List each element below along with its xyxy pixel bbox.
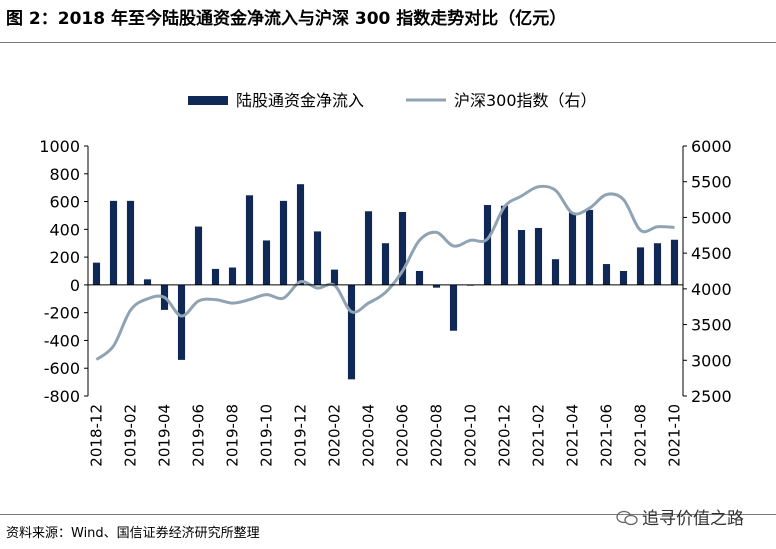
legend-bar-swatch (188, 96, 228, 105)
right-tick-label: 6000 (691, 137, 732, 156)
bar (670, 239, 679, 285)
bar (483, 205, 492, 285)
right-tick-label: 2500 (691, 387, 732, 406)
x-tick-label: 2020-06 (394, 404, 412, 467)
left-tick-label: 1000 (39, 137, 80, 156)
source-note: 资料来源：Wind、国信证券经济研究所整理 (6, 526, 260, 541)
bar (653, 243, 662, 285)
bar (143, 279, 152, 285)
x-tick-label: 2019-02 (122, 404, 140, 467)
legend: 陆股通资金净流入 沪深300指数（右） (188, 91, 597, 110)
bar (92, 262, 101, 285)
bottom-rule (0, 514, 776, 515)
bar (500, 205, 509, 285)
legend-bar-label: 陆股通资金净流入 (236, 91, 364, 110)
bar (109, 200, 118, 285)
bar (347, 284, 356, 380)
bar (126, 200, 135, 285)
wechat-icon (616, 510, 638, 526)
chart-title: 图 2：2018 年至今陆股通资金净流入与沪深 300 指数走势对比（亿元） (6, 9, 567, 29)
x-axis: 2018-12 2019-02 2019-04 2019-06 2019-08 2019-… (88, 404, 684, 467)
left-tick-label: 400 (49, 220, 80, 239)
index-line (95, 184, 675, 361)
right-tick-label: 4500 (691, 244, 732, 263)
line-series (95, 184, 675, 361)
right-tick-label: 3000 (691, 351, 732, 370)
bar (262, 240, 271, 285)
axes (87, 146, 684, 396)
right-tick-label: 5500 (691, 173, 732, 192)
x-tick-label: 2021-04 (564, 404, 582, 467)
left-tick-label: 600 (49, 193, 80, 212)
left-tick-label: -200 (44, 304, 80, 323)
x-tick-label: 2021-10 (666, 404, 684, 467)
bar (177, 284, 186, 360)
x-tick-label: 2019-06 (190, 404, 208, 467)
x-tick-label: 2021-08 (632, 404, 650, 467)
bar (449, 284, 458, 331)
x-tick-label: 2019-10 (258, 404, 276, 467)
watermark-text: 追寻价值之路 (642, 509, 744, 529)
chart-canvas: 陆股通资金净流入 沪深300指数（右） 1000 800 600 400 200 0 -20… (39, 91, 732, 467)
bar (415, 271, 424, 285)
bar-series (92, 184, 679, 380)
bar (619, 271, 628, 285)
left-tick-label: -400 (44, 331, 80, 350)
x-tick-label: 2021-02 (530, 404, 548, 467)
bar (432, 284, 441, 288)
bar (296, 184, 305, 285)
bar (398, 211, 407, 285)
bar (568, 212, 577, 285)
bar (636, 247, 645, 285)
left-tick-label: 0 (70, 276, 80, 295)
right-tick-label: 4000 (691, 280, 732, 299)
bar (602, 264, 611, 285)
bar (517, 230, 526, 285)
x-tick-label: 2020-04 (360, 404, 378, 467)
bar (381, 243, 390, 285)
x-tick-label: 2020-10 (462, 404, 480, 467)
legend-line-label: 沪深300指数（右） (454, 91, 597, 110)
x-tick-label: 2021-06 (598, 404, 616, 467)
bar (279, 200, 288, 285)
left-tick-label: -800 (44, 387, 80, 406)
bar (194, 226, 203, 285)
right-tick-label: 5000 (691, 208, 732, 227)
left-tick-label: 200 (49, 248, 80, 267)
right-axis: 6000 5500 5000 4500 4000 3500 3000 2500 (683, 137, 732, 406)
x-tick-label: 2020-02 (326, 404, 344, 467)
bar (313, 231, 322, 285)
bar (534, 227, 543, 285)
bar (245, 195, 254, 285)
left-tick-label: -600 (44, 359, 80, 378)
left-axis: 1000 800 600 400 200 0 -200 -400 -600 -800 (39, 137, 88, 406)
bar (228, 267, 237, 285)
right-tick-label: 3500 (691, 316, 732, 335)
top-rule (0, 42, 776, 43)
bar (364, 211, 373, 285)
x-tick-label: 2019-04 (156, 404, 174, 467)
x-tick-label: 2019-08 (224, 404, 242, 467)
left-tick-label: 800 (49, 165, 80, 184)
x-tick-label: 2018-12 (88, 404, 106, 467)
bar (211, 268, 220, 285)
x-tick-label: 2020-12 (496, 404, 514, 467)
watermark: 追寻价值之路 (616, 504, 744, 529)
bar (585, 209, 594, 285)
bar (551, 259, 560, 285)
bar (330, 269, 339, 285)
x-tick-label: 2019-12 (292, 404, 310, 467)
x-tick-label: 2020-08 (428, 404, 446, 467)
